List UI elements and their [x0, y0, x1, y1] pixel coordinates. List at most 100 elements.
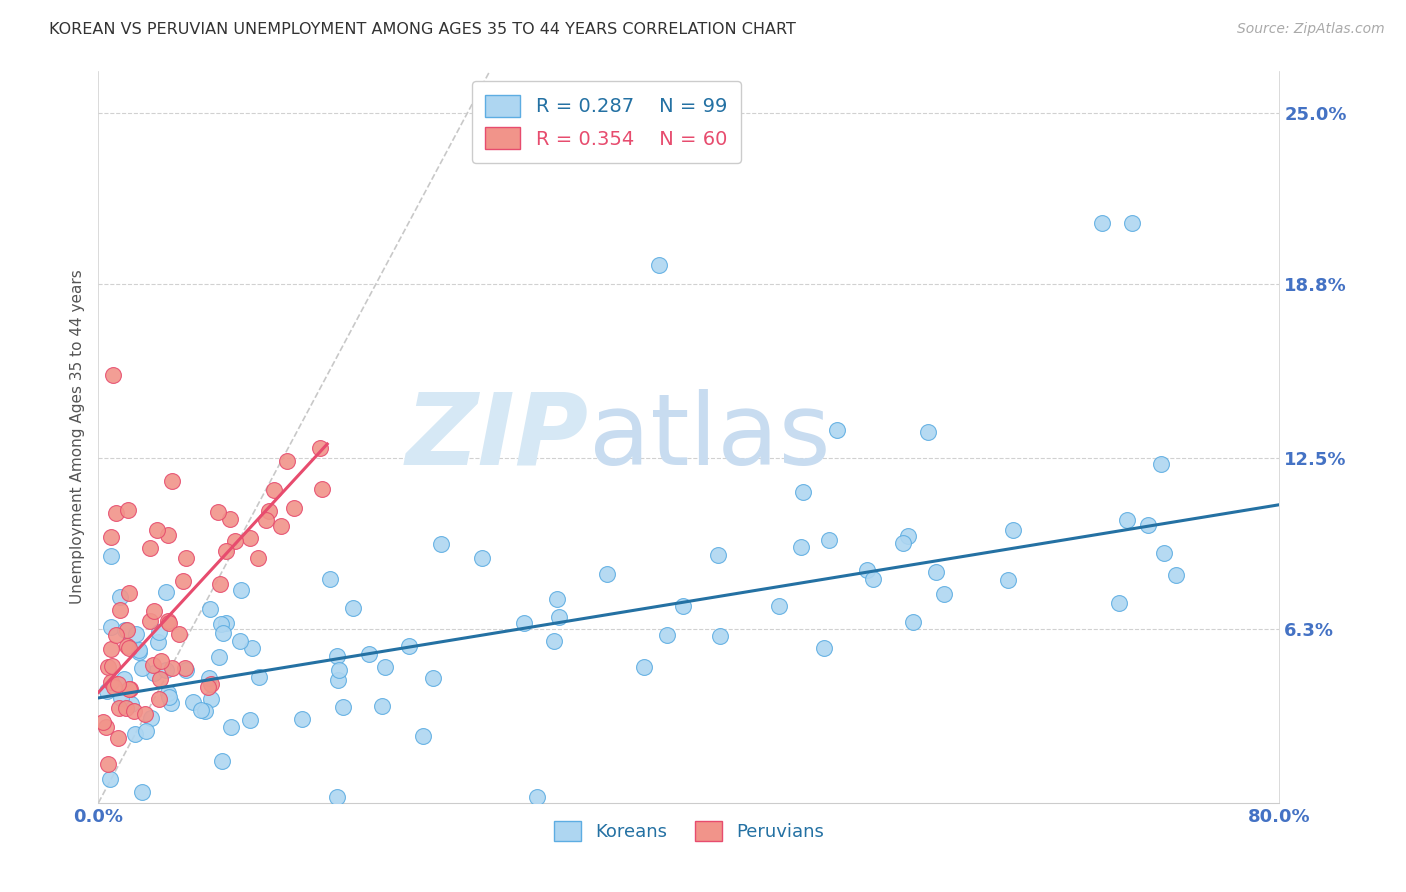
Point [706, 548, 728, 562]
Point [925, 566, 948, 580]
Point [283, 501, 305, 516]
Point [412, 729, 434, 743]
Point [526, 790, 548, 805]
Point [150, 654, 173, 668]
Text: Source: ZipAtlas.com: Source: ZipAtlas.com [1237, 22, 1385, 37]
Point [257, 504, 280, 518]
Point [200, 692, 222, 706]
Point [212, 626, 235, 640]
Point [107, 677, 129, 691]
Point [157, 615, 180, 629]
Point [167, 627, 190, 641]
Point [112, 673, 135, 687]
Point [100, 530, 122, 544]
Point [138, 614, 160, 628]
Point [156, 686, 179, 700]
Point [219, 511, 242, 525]
Point [131, 660, 153, 674]
Point [897, 528, 920, 542]
Point [91, 714, 114, 729]
Point [1164, 568, 1187, 582]
Point [211, 754, 233, 768]
Point [326, 673, 349, 688]
Point [157, 615, 180, 630]
Point [146, 523, 169, 537]
Point [139, 711, 162, 725]
Point [176, 551, 198, 566]
Point [117, 503, 139, 517]
Point [239, 531, 262, 545]
Point [862, 573, 884, 587]
Point [934, 587, 956, 601]
Point [657, 628, 679, 642]
Point [142, 666, 165, 681]
Point [325, 648, 347, 663]
Point [891, 535, 914, 549]
Point [96, 720, 118, 734]
Point [148, 691, 170, 706]
Point [128, 645, 150, 659]
Point [110, 603, 132, 617]
Point [326, 789, 349, 804]
Point [311, 483, 333, 497]
Point [374, 660, 396, 674]
Point [114, 701, 136, 715]
Point [263, 483, 285, 498]
Point [309, 441, 332, 455]
Point [135, 723, 157, 738]
Point [825, 423, 848, 437]
Point [342, 600, 364, 615]
Point [118, 681, 141, 696]
Point [160, 661, 183, 675]
Point [162, 474, 184, 488]
Point [239, 713, 262, 727]
Point [174, 663, 197, 677]
Point [430, 537, 453, 551]
Point [709, 629, 731, 643]
Point [97, 756, 120, 771]
Point [247, 670, 270, 684]
Point [231, 583, 253, 598]
Point [422, 672, 444, 686]
Point [471, 551, 494, 566]
Point [118, 682, 141, 697]
Point [768, 599, 790, 613]
Point [221, 720, 243, 734]
Point [142, 658, 165, 673]
Point [197, 680, 219, 694]
Point [120, 697, 142, 711]
Point [107, 731, 129, 745]
Point [398, 639, 420, 653]
Point [103, 368, 125, 382]
Point [543, 634, 565, 648]
Point [134, 706, 156, 721]
Text: KOREAN VS PERUVIAN UNEMPLOYMENT AMONG AGES 35 TO 44 YEARS CORRELATION CHART: KOREAN VS PERUVIAN UNEMPLOYMENT AMONG AG… [49, 22, 796, 37]
Point [215, 543, 238, 558]
Point [276, 454, 298, 468]
Point [648, 258, 671, 272]
Point [1001, 523, 1024, 537]
Point [328, 664, 350, 678]
Point [108, 590, 131, 604]
Point [332, 700, 354, 714]
Point [901, 615, 924, 629]
Point [118, 641, 141, 656]
Point [247, 550, 270, 565]
Point [200, 676, 222, 690]
Point [548, 610, 571, 624]
Point [110, 691, 132, 706]
Point [97, 660, 120, 674]
Point [100, 620, 122, 634]
Point [128, 643, 150, 657]
Point [125, 627, 148, 641]
Point [917, 425, 939, 440]
Point [131, 785, 153, 799]
Point [1091, 216, 1114, 230]
Point [96, 684, 118, 698]
Point [155, 584, 177, 599]
Point [114, 623, 136, 637]
Point [98, 772, 121, 786]
Point [143, 604, 166, 618]
Point [215, 616, 238, 631]
Point [155, 664, 177, 678]
